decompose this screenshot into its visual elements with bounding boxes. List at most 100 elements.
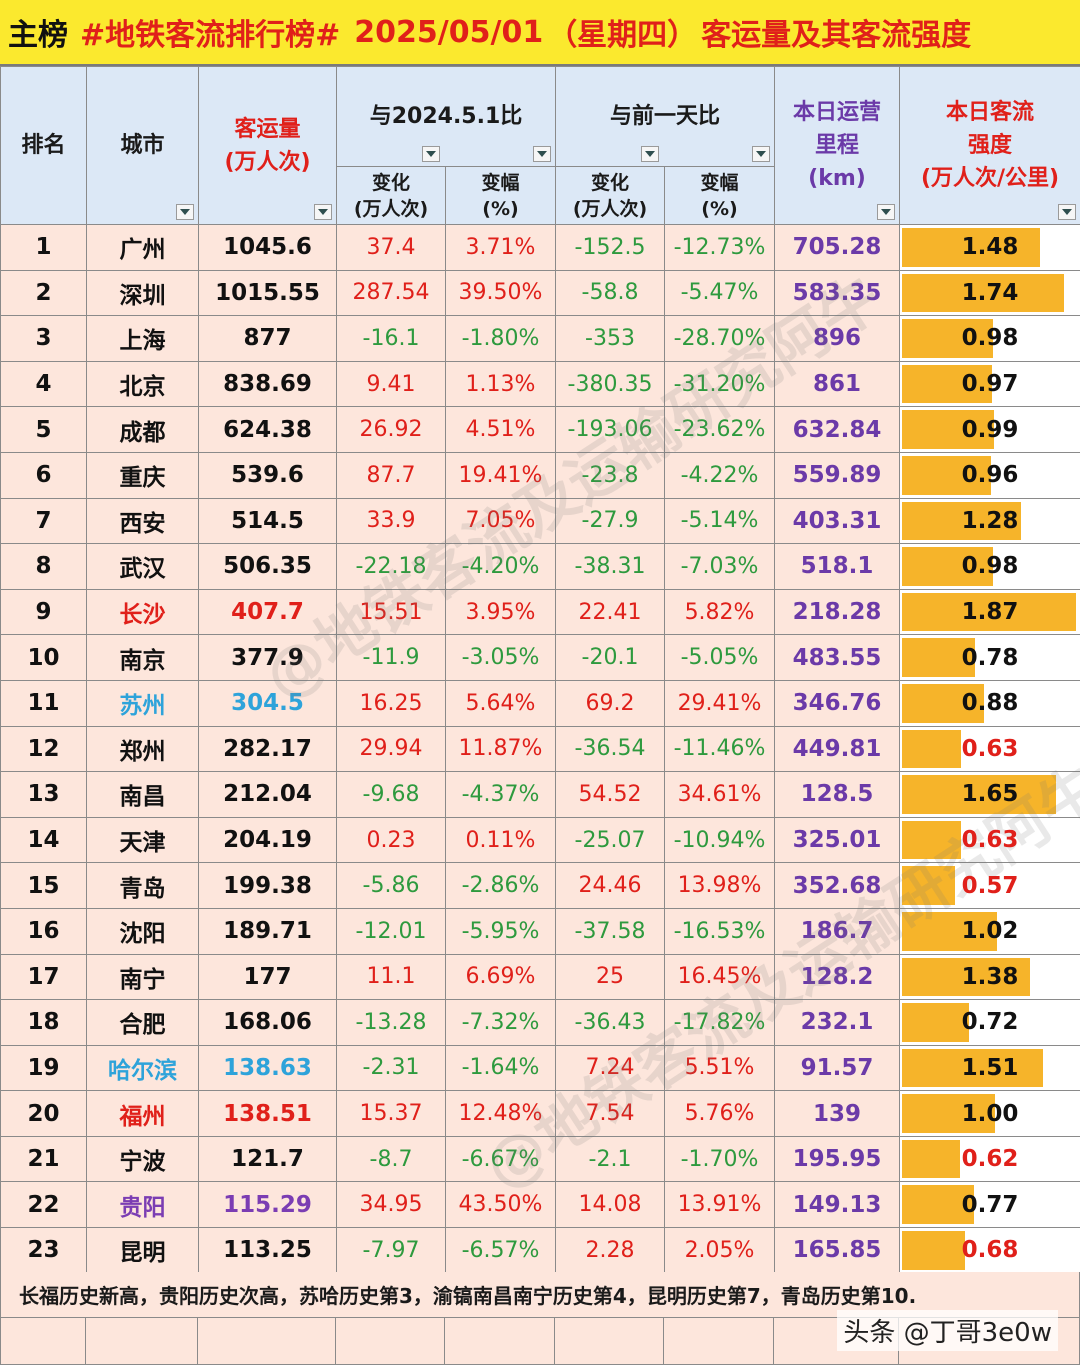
title-hashtag[interactable]: #地铁客流排行榜# <box>80 18 341 53</box>
dod-change-cell: 2.28 <box>555 1227 665 1274</box>
city-cell: 南昌 <box>86 771 199 818</box>
dod-pct-cell: -4.22% <box>663 451 776 499</box>
rank-cell: 17 <box>0 953 87 1001</box>
filter-dropdown-icon[interactable] <box>641 146 660 162</box>
table-row: 19 哈尔滨 138.63 -2.31 -1.64% 7.24 5.51% 91.57 1.51 <box>0 1044 1080 1092</box>
intensity-bar <box>902 683 985 723</box>
filter-dropdown-icon[interactable] <box>1058 204 1077 220</box>
intensity-value: 0.98 <box>961 553 1019 580</box>
km-cell: 518.1 <box>774 543 901 590</box>
dod-change-cell: 25 <box>555 953 665 1001</box>
rank-cell: 19 <box>0 1044 87 1092</box>
title-tag: 主榜 <box>8 18 68 53</box>
dod-pct-cell: -17.82% <box>663 999 776 1046</box>
volume-cell: 1045.6 <box>198 224 337 271</box>
dod-pct-cell: 29.41% <box>663 679 776 727</box>
yoy-change-cell: 34.95 <box>336 1181 446 1229</box>
city-cell: 南京 <box>86 634 199 681</box>
intensity-bar <box>902 729 962 769</box>
km-cell: 896 <box>774 315 901 362</box>
yoy-change-cell: 16.25 <box>336 679 446 727</box>
volume-cell: 212.04 <box>198 771 337 818</box>
yoy-pct-cell: 3.71% <box>445 224 556 271</box>
rank-cell: 3 <box>0 315 87 362</box>
filter-dropdown-icon[interactable] <box>176 204 194 220</box>
dod-change-cell: 7.54 <box>555 1090 665 1137</box>
city-cell: 沈阳 <box>86 907 199 955</box>
yoy-pct-cell: -2.86% <box>445 862 556 909</box>
intensity-bar <box>902 1048 1044 1088</box>
intensity-cell: 0.63 <box>899 725 1080 773</box>
intensity-cell: 0.98 <box>899 315 1080 362</box>
km-cell: 346.76 <box>774 679 901 727</box>
filter-dropdown-icon[interactable] <box>752 146 771 162</box>
intensity-cell: 0.57 <box>899 862 1080 909</box>
city-cell: 福州 <box>86 1090 199 1137</box>
intensity-value: 0.97 <box>961 371 1019 398</box>
volume-cell: 539.6 <box>198 451 337 499</box>
dod-pct-cell: -12.73% <box>663 224 776 271</box>
table-row: 16 沈阳 189.71 -12.01 -5.95% -37.58 -16.53% 186.7… <box>0 907 1080 955</box>
intensity-value: 1.65 <box>961 781 1019 808</box>
yoy-change-cell: -12.01 <box>336 907 446 955</box>
yoy-change-cell: -5.86 <box>336 862 446 909</box>
header-yoy-group: 与2024.5.1比 <box>336 66 556 167</box>
city-cell: 深圳 <box>86 269 199 317</box>
intensity-cell: 1.28 <box>899 497 1080 545</box>
author-credit: 头条 @丁哥3e0w <box>837 1310 1058 1351</box>
header-volume: 客运量 (万人次) <box>198 66 337 225</box>
yoy-change-cell: -9.68 <box>336 771 446 818</box>
intensity-cell: 0.63 <box>899 816 1080 864</box>
header-yoy-change: 变化 (万人次) <box>336 166 446 225</box>
volume-cell: 1015.55 <box>198 269 337 317</box>
dod-change-cell: -20.1 <box>555 634 665 681</box>
yoy-pct-cell: 6.69% <box>445 953 556 1001</box>
title-date: 2025/05/01 <box>354 14 544 50</box>
intensity-cell: 1.00 <box>899 1090 1080 1137</box>
intensity-value: 1.51 <box>961 1054 1019 1081</box>
yoy-change-cell: 87.7 <box>336 451 446 499</box>
yoy-pct-cell: 3.95% <box>445 588 556 636</box>
yoy-pct-cell: -6.67% <box>445 1135 556 1183</box>
dod-change-cell: -2.1 <box>555 1135 665 1183</box>
table-row: 9 长沙 407.7 15.51 3.95% 22.41 5.82% 218.28 1.87 <box>0 588 1080 636</box>
km-cell: 128.2 <box>774 953 901 1001</box>
table-row: 10 南京 377.9 -11.9 -3.05% -20.1 -5.05% 483.55 0.7… <box>0 634 1080 681</box>
table-row: 2 深圳 1015.55 287.54 39.50% -58.8 -5.47% 583.35 1… <box>0 269 1080 317</box>
rank-cell: 4 <box>0 360 87 408</box>
filter-dropdown-icon[interactable] <box>422 146 440 162</box>
intensity-cell: 1.02 <box>899 907 1080 955</box>
dod-change-cell: -27.9 <box>555 497 665 545</box>
dod-change-cell: -37.58 <box>555 907 665 955</box>
rank-cell: 5 <box>0 406 87 453</box>
volume-cell: 168.06 <box>198 999 337 1046</box>
rank-cell: 18 <box>0 999 87 1046</box>
header-yoy-pct: 变幅 (%) <box>445 166 556 225</box>
filter-dropdown-icon[interactable] <box>314 204 332 220</box>
km-cell: 91.57 <box>774 1044 901 1092</box>
city-cell: 南宁 <box>86 953 199 1001</box>
yoy-change-cell: -11.9 <box>336 634 446 681</box>
filter-dropdown-icon[interactable] <box>533 146 551 162</box>
intensity-cell: 0.68 <box>899 1227 1080 1274</box>
yoy-change-cell: -2.31 <box>336 1044 446 1092</box>
intensity-value: 0.99 <box>961 416 1019 443</box>
yoy-change-cell: -7.97 <box>336 1227 446 1274</box>
yoy-change-cell: 287.54 <box>336 269 446 317</box>
yoy-pct-cell: 12.48% <box>445 1090 556 1137</box>
yoy-pct-cell: 5.64% <box>445 679 556 727</box>
table-row: 17 南宁 177 11.1 6.69% 25 16.45% 128.2 1.38 <box>0 953 1080 1001</box>
intensity-cell: 1.51 <box>899 1044 1080 1092</box>
volume-cell: 838.69 <box>198 360 337 408</box>
intensity-bar <box>902 364 993 404</box>
dod-pct-cell: -5.47% <box>663 269 776 317</box>
intensity-bar <box>902 1185 975 1225</box>
km-cell: 325.01 <box>774 816 901 864</box>
filter-dropdown-icon[interactable] <box>877 204 896 220</box>
intensity-value: 0.96 <box>961 462 1019 489</box>
yoy-change-cell: -16.1 <box>336 315 446 362</box>
intensity-value: 0.57 <box>961 872 1019 899</box>
rank-cell: 21 <box>0 1135 87 1183</box>
dod-pct-cell: -10.94% <box>663 816 776 864</box>
intensity-bar <box>902 1094 996 1133</box>
